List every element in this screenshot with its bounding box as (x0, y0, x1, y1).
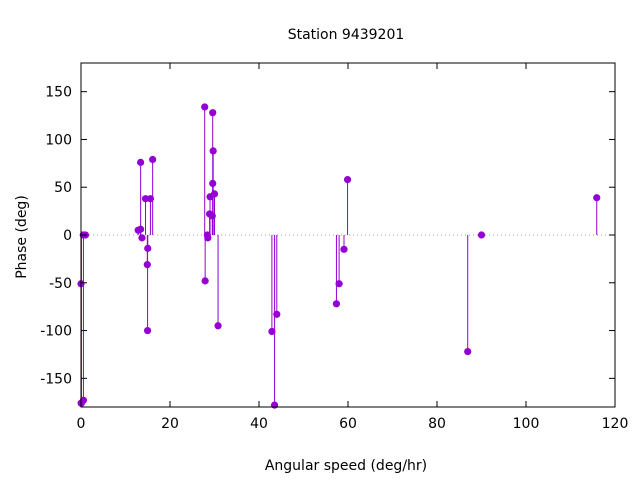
stem-point (268, 327, 276, 336)
stem-point (201, 103, 209, 111)
stem-point (149, 155, 157, 164)
stem-point (210, 190, 219, 198)
stem-point (335, 280, 343, 288)
x-axis-title: Angular speed (deg/hr) (265, 458, 427, 474)
y-tick-label: 50 (54, 180, 72, 196)
stem-point (137, 158, 145, 166)
y-tick-label: 0 (63, 228, 72, 244)
stem-point (270, 401, 279, 409)
stem-point (593, 194, 601, 202)
y-tick-label: -150 (40, 371, 72, 387)
stem-point (332, 300, 341, 308)
stem-point (144, 244, 152, 252)
stem-point (79, 396, 88, 404)
stem-point (204, 234, 212, 242)
stem-point (343, 175, 352, 184)
ticks-group: 0 20 40 60 80 100 120 -150 -100 -50 0 50 100 150 (40, 63, 628, 432)
stem-point (214, 322, 222, 330)
stem-point (138, 234, 146, 242)
y-axis-title: Phase (deg) (14, 195, 30, 279)
stem-point (201, 277, 209, 285)
plot-frame (80, 62, 616, 408)
x-tick-label: 120 (602, 416, 629, 432)
x-tick-label: 0 (77, 416, 86, 432)
stem-point (143, 326, 152, 335)
stem-point (464, 347, 472, 356)
y-tick-label: -50 (49, 276, 72, 292)
x-tick-label: 60 (339, 416, 357, 432)
stem-point (273, 310, 281, 318)
x-tick-label: 100 (513, 416, 540, 432)
stem-point (209, 109, 217, 117)
stem-point (209, 147, 217, 155)
stems-group (77, 103, 601, 409)
stem-point (477, 231, 486, 239)
y-tick-label: 150 (45, 85, 72, 101)
stem-point (137, 225, 145, 233)
y-tick-label: 100 (45, 132, 72, 148)
y-tick-label: -100 (40, 324, 72, 340)
chart-title: Station 9439201 (288, 27, 405, 43)
x-tick-label: 40 (250, 416, 268, 432)
x-tick-label: 80 (428, 416, 446, 432)
stem-point (340, 245, 348, 253)
x-tick-label: 20 (161, 416, 179, 432)
